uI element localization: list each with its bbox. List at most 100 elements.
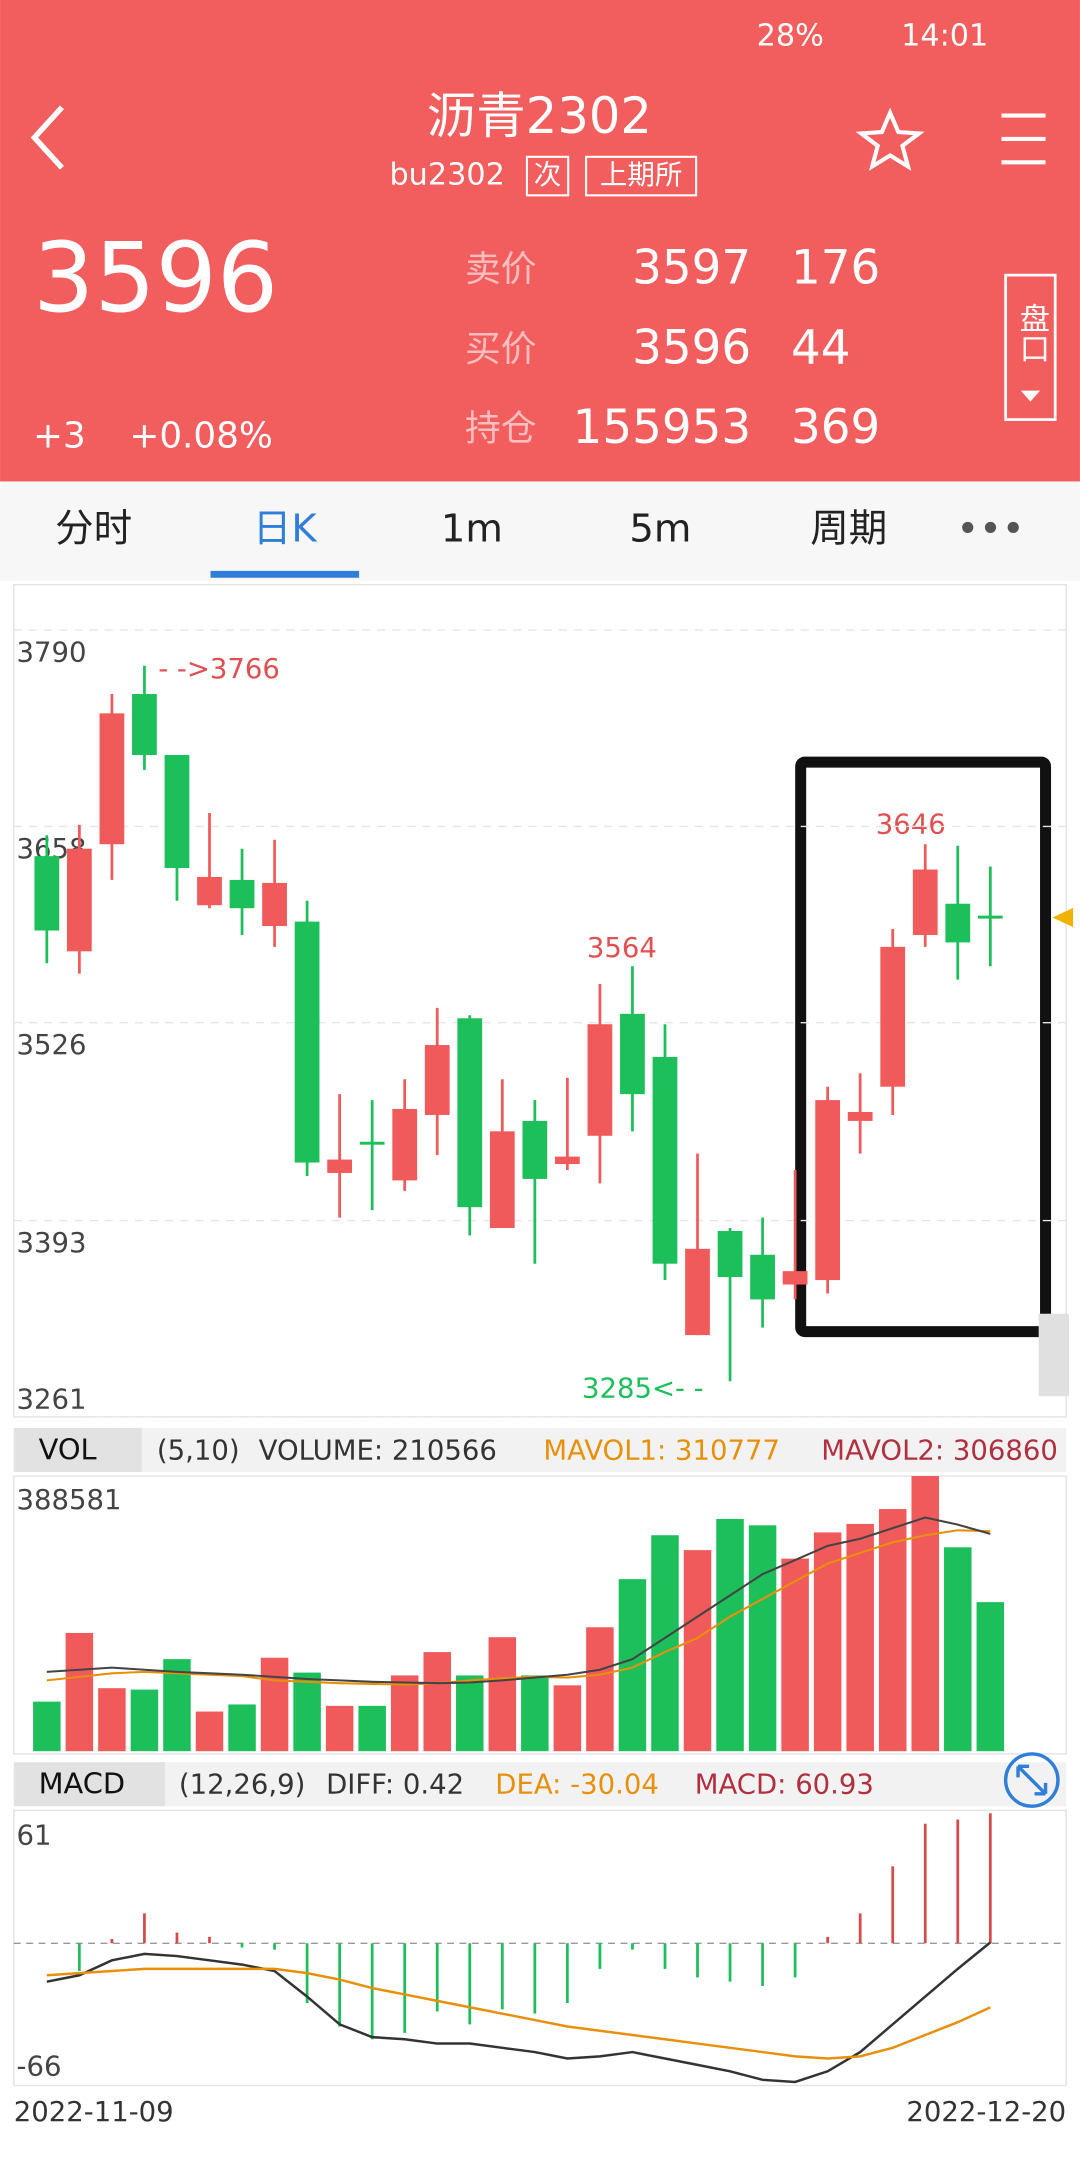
volume-bar [98,1688,126,1752]
volume-bar [911,1476,940,1752]
menu-button[interactable] [1001,113,1046,165]
panel-title: MACD [39,1767,126,1801]
candle-body [652,1056,678,1264]
title: 沥青2302 [427,87,652,145]
status-battery: 28% [757,19,824,54]
tab[interactable]: 1m [441,506,503,551]
volume-bar [716,1518,744,1752]
candle-body [99,713,125,845]
volume-bar [846,1523,874,1752]
quote-price: 3596 [632,321,751,375]
macd-line [46,1941,992,2084]
tag-box [525,155,570,197]
volume-bar [195,1711,224,1752]
scroll-handle[interactable] [1038,1313,1069,1397]
x-end-label: 2022-12-20 [906,2096,1066,2128]
volume-bar [586,1627,614,1752]
volume-bar [781,1558,809,1752]
panel-title: VOL [39,1432,97,1466]
volume-bar [521,1675,549,1752]
change-pct: +0.08% [129,415,273,456]
quote-price: 155953 [573,401,752,455]
candle-body [912,869,938,935]
quote-label: 持仓 [465,409,537,450]
volume-bar [618,1579,647,1752]
volume-bar [65,1632,94,1752]
quote-qty: 176 [791,242,880,296]
tab[interactable]: 5m [629,506,691,551]
candle-body [977,915,1003,919]
code: bu2302 [389,158,504,193]
side-button[interactable] [1004,273,1057,421]
status-time: 14:01 [901,19,988,54]
legend-entry: MAVOL2: 306860 [821,1434,1058,1466]
volume-bar [423,1652,451,1752]
y-tick-label: 3790 [17,636,87,668]
volume-bar [293,1672,321,1752]
vol-title-box [13,1427,142,1472]
price-marker [1052,907,1074,928]
candle-body [685,1248,710,1336]
volume-bar [813,1532,842,1752]
vol-header [13,1427,1067,1472]
side-arrow [1020,390,1041,402]
volume-bar [260,1657,289,1752]
legend-entry: DIFF: 0.42 [326,1769,464,1801]
label-high: 3564 [587,932,657,964]
star-button[interactable] [855,107,925,171]
legend-entry: DEA: -30.04 [495,1769,659,1801]
quote-price: 3597 [632,242,751,296]
tab[interactable]: 日K [253,506,319,551]
candle-body [717,1230,743,1278]
y-tick-label: 61 [17,1819,52,1851]
macd-line [46,1967,991,2060]
expand-button[interactable] [1003,1752,1060,1808]
candle-body [522,1120,548,1179]
candle-body [880,946,906,1087]
tab[interactable]: 分时 [55,506,132,551]
tag: 次 [534,159,561,191]
header-bg [0,0,1080,482]
max-label: - ->3766 [158,653,280,685]
volume-bar [228,1704,256,1752]
quote-label: 卖价 [465,249,537,290]
candle-body [294,921,320,1163]
panel-params: (5,10) [157,1434,240,1466]
candle-body [359,1141,385,1145]
candle-body [197,876,222,906]
macd-header [13,1762,1067,1807]
y-tick-label: 3526 [17,1029,87,1061]
candle-body [815,1100,841,1281]
tab[interactable]: 周期 [810,506,887,551]
candle-body [392,1109,418,1181]
macd-frame [13,1809,1067,2087]
exchange-box [585,155,698,197]
volume-bar [683,1550,712,1752]
legend-entry: MAVOL1: 310777 [543,1434,780,1466]
volume-bar [325,1705,354,1752]
more-tabs[interactable]: ••• [956,506,1024,551]
candle-body [457,1018,483,1208]
candle-body [327,1159,353,1173]
highlight-box [795,756,1052,1338]
last-price: 3596 [33,222,278,334]
tab-indicator [210,570,360,578]
y-tick-label: -66 [17,2051,62,2083]
side-button-label: 盘口 [1014,302,1049,363]
volume-bar [878,1509,907,1752]
quote-qty: 44 [791,321,851,375]
candle-body [489,1131,515,1228]
candle-body [620,1013,645,1095]
quote-qty: 369 [791,401,880,455]
volume-bar [944,1547,972,1752]
label-high: 3646 [876,808,946,840]
ma-line [46,1529,991,1686]
min-label: 3285<- - [582,1372,704,1404]
volume-bar [976,1602,1005,1752]
back-button[interactable] [30,105,65,170]
y-tick-label: 3393 [17,1227,87,1259]
volume-bar [488,1637,517,1752]
ma-line [46,1516,991,1685]
legend-entry: VOLUME: 210566 [259,1434,497,1466]
